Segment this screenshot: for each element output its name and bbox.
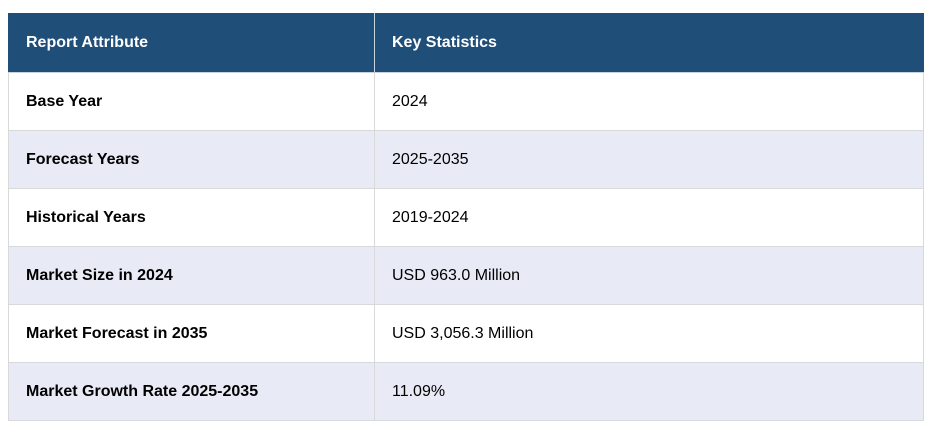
- row-attribute-cell: Market Size in 2024: [8, 246, 375, 305]
- row-value-cell: 2024: [374, 72, 924, 131]
- table-row: Market Size in 2024 USD 963.0 Million: [8, 246, 924, 305]
- table-row: Base Year 2024: [8, 72, 924, 131]
- row-value-cell: 2019-2024: [374, 188, 924, 247]
- report-table-container: Report Attribute Key Statistics Base Yea…: [8, 13, 924, 421]
- table-body: Base Year 2024 Forecast Years 2025-2035 …: [8, 72, 924, 421]
- row-value-cell: USD 963.0 Million: [374, 246, 924, 305]
- row-attribute-cell: Forecast Years: [8, 130, 375, 189]
- header-key-statistics: Key Statistics: [374, 13, 924, 73]
- table-row: Forecast Years 2025-2035: [8, 130, 924, 189]
- row-attribute-cell: Base Year: [8, 72, 375, 131]
- table-row: Market Forecast in 2035 USD 3,056.3 Mill…: [8, 304, 924, 363]
- row-value-cell: 11.09%: [374, 362, 924, 421]
- header-report-attribute: Report Attribute: [8, 13, 375, 73]
- row-attribute-cell: Historical Years: [8, 188, 375, 247]
- header-row: Report Attribute Key Statistics: [8, 13, 924, 73]
- row-value-cell: USD 3,056.3 Million: [374, 304, 924, 363]
- row-attribute-cell: Market Growth Rate 2025-2035: [8, 362, 375, 421]
- report-statistics-table: Report Attribute Key Statistics Base Yea…: [8, 13, 924, 421]
- table-header: Report Attribute Key Statistics: [8, 13, 924, 73]
- table-row: Historical Years 2019-2024: [8, 188, 924, 247]
- row-attribute-cell: Market Forecast in 2035: [8, 304, 375, 363]
- row-value-cell: 2025-2035: [374, 130, 924, 189]
- table-row: Market Growth Rate 2025-2035 11.09%: [8, 362, 924, 421]
